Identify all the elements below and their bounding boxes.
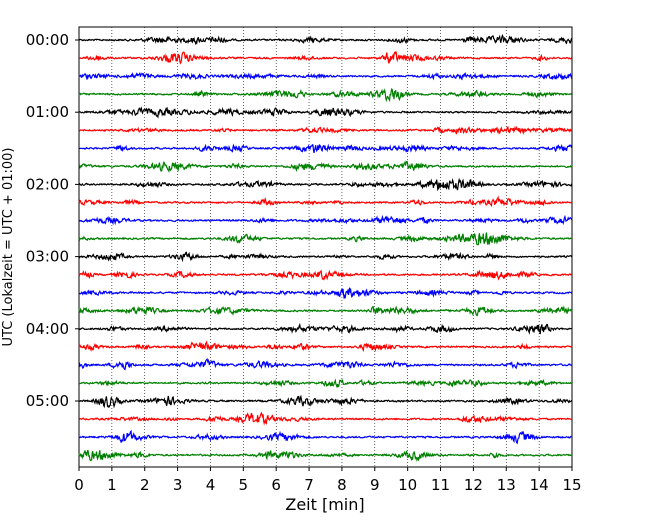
- y-axis-ticks: 00:00 01:00 02:00 03:00 04:00 05:00: [26, 31, 79, 410]
- x-tick-label: 3: [173, 476, 183, 494]
- x-tick-label: 13: [497, 476, 516, 494]
- seismogram-trace: [78, 269, 573, 281]
- x-tick-label: 6: [271, 476, 281, 494]
- seismogram-trace: [78, 106, 573, 119]
- x-tick-label: 9: [370, 476, 380, 494]
- y-tick-label: 05:00: [26, 392, 69, 410]
- seismogram-trace: [78, 322, 573, 335]
- seismogram-trace: [78, 251, 573, 263]
- seismogram-trace: [78, 143, 573, 154]
- y-tick-label: 01:00: [26, 103, 69, 121]
- seismogram-trace: [78, 214, 573, 226]
- seismogram-trace: [78, 195, 573, 208]
- x-tick-label: 14: [530, 476, 549, 494]
- x-axis-title: Zeit [min]: [285, 495, 364, 514]
- grid-lines: [111, 27, 540, 467]
- seismogram-trace: [78, 394, 573, 409]
- x-tick-label: 4: [206, 476, 216, 494]
- seismogram-trace: [78, 340, 573, 353]
- seismogram-trace: [78, 34, 573, 46]
- seismogram-trace: [78, 232, 573, 246]
- y-tick-label: 03:00: [26, 248, 69, 266]
- seismogram-trace: [78, 358, 573, 371]
- x-tick-label: 15: [562, 476, 581, 494]
- seismogram-trace: [78, 287, 573, 300]
- seismogram-trace: [78, 449, 573, 462]
- x-tick-label: 8: [337, 476, 347, 494]
- seismogram-trace: [78, 177, 573, 192]
- y-tick-label: 02:00: [26, 175, 69, 193]
- plot-frame: [78, 26, 573, 468]
- seismogram-trace: [78, 305, 573, 317]
- y-tick-label: 00:00: [26, 31, 69, 49]
- y-axis-title: UTC (Lokalzeit = UTC + 01:00): [1, 148, 16, 347]
- x-tick-label: 11: [431, 476, 450, 494]
- x-tick-label: 10: [398, 476, 417, 494]
- x-axis-ticks: 0 1 2 3 4 5 6 7 8 9 10 11 12 13 14 15: [74, 467, 582, 494]
- y-tick-label: 04:00: [26, 320, 69, 338]
- x-tick-label: 2: [140, 476, 150, 494]
- seismogram-trace: [78, 71, 573, 81]
- x-tick-label: 12: [464, 476, 483, 494]
- x-tick-label: 0: [74, 476, 84, 494]
- seismogram-trace: [78, 87, 573, 103]
- x-tick-label: 5: [239, 476, 249, 494]
- seismogram-trace: [78, 51, 573, 65]
- trace-lines: [78, 34, 573, 462]
- x-tick-label: 1: [107, 476, 117, 494]
- seismogram-trace: [78, 160, 573, 173]
- x-tick-label: 7: [304, 476, 314, 494]
- seismogram-trace: [78, 411, 573, 426]
- seismogram-trace: [78, 125, 573, 135]
- seismogram-trace: [78, 378, 573, 388]
- seismogram-trace: [78, 429, 573, 445]
